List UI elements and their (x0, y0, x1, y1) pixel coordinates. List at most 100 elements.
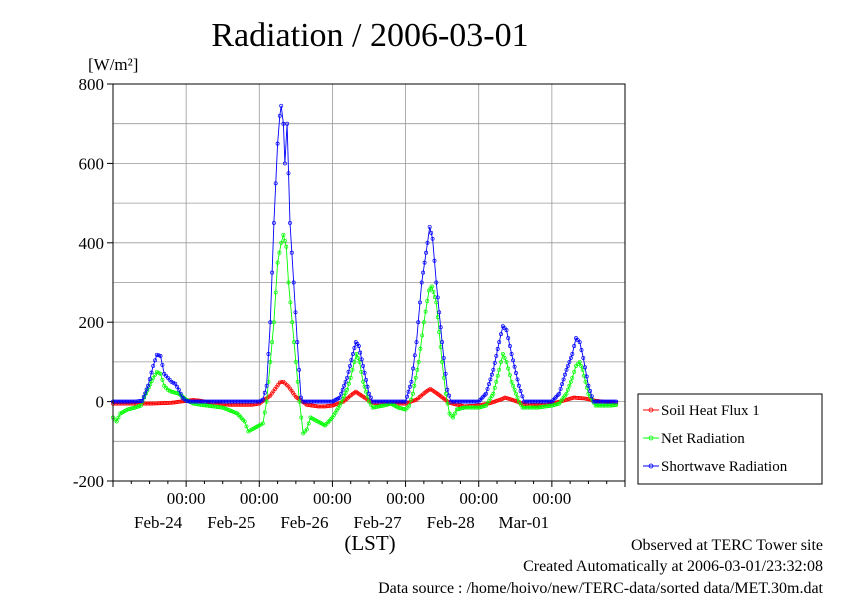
series-point (270, 340, 275, 345)
series-point (507, 373, 512, 378)
legend-label: Net Radiation (661, 431, 745, 447)
series-point (514, 371, 518, 375)
series-point (425, 240, 430, 245)
series-point (503, 395, 507, 400)
series-point (416, 359, 421, 364)
x-tick-time: 00:00 (313, 489, 352, 508)
series-point (492, 385, 497, 390)
series-point (147, 377, 152, 382)
series-point (494, 379, 499, 384)
x-tick-time: 00:00 (459, 489, 498, 508)
x-tick-date: Feb-26 (280, 513, 328, 532)
x-tick-date: Mar-01 (499, 513, 550, 532)
series-point (260, 397, 265, 402)
series-point (520, 394, 525, 399)
series-point (288, 300, 293, 305)
series-point (273, 290, 278, 295)
series-point (516, 399, 521, 404)
series-point (485, 386, 490, 391)
series-point (418, 300, 422, 305)
series-point (255, 399, 260, 404)
series-point (359, 369, 364, 374)
series-point (277, 250, 282, 255)
series-point (266, 352, 271, 356)
series-point (512, 387, 517, 392)
series-point (281, 232, 286, 237)
series-point (440, 359, 445, 364)
series-point (412, 383, 417, 388)
series-point (158, 353, 163, 358)
series-point (154, 352, 159, 357)
series-point (348, 363, 352, 368)
series-point (515, 377, 520, 382)
series-point (567, 359, 572, 364)
series-point (337, 395, 342, 400)
series-point (361, 363, 366, 368)
series-point (403, 399, 408, 404)
series-point (497, 340, 502, 345)
series-point (275, 141, 280, 146)
series-point (511, 383, 516, 388)
series-point (345, 375, 350, 380)
series-point (277, 113, 282, 118)
series-point (293, 359, 298, 364)
series-point (343, 379, 348, 384)
series-point (565, 387, 570, 392)
series-point (475, 399, 480, 404)
series-point (499, 359, 503, 364)
series-point (368, 402, 373, 407)
x-tick-time: 00:00 (167, 489, 206, 508)
series-point (361, 379, 366, 384)
y-tick-label: 200 (79, 313, 105, 332)
series-point (114, 419, 119, 424)
series-point (348, 375, 353, 380)
series-point (418, 346, 423, 351)
series-line (113, 105, 618, 403)
y-tick-label: 0 (96, 393, 105, 412)
series-point (271, 320, 276, 325)
series-point (339, 400, 344, 405)
series-point (435, 295, 440, 300)
series-point (492, 360, 497, 365)
series-point (577, 340, 582, 345)
series-point (422, 260, 427, 265)
y-tick-label: -200 (73, 472, 104, 491)
series-point (502, 355, 507, 360)
series-point (268, 320, 273, 325)
series-point (489, 372, 494, 377)
series-point (579, 363, 584, 368)
series-point (509, 352, 514, 356)
series-point (356, 355, 360, 360)
series-point (337, 403, 342, 408)
series-point (285, 121, 290, 126)
series-point (156, 353, 161, 358)
series-point (342, 383, 347, 388)
series-point (584, 374, 589, 379)
series-point (346, 381, 351, 386)
series-point (565, 363, 570, 368)
series-point (140, 398, 145, 403)
series-point (568, 355, 573, 360)
series-point (429, 230, 434, 235)
series-point (434, 280, 439, 285)
series-point (171, 380, 176, 385)
series-point (282, 238, 287, 243)
series-point (558, 386, 563, 391)
series-point (405, 394, 409, 399)
series-point (364, 389, 369, 394)
series-point (427, 224, 432, 229)
series-point (144, 387, 149, 392)
series-point (440, 340, 445, 345)
series-point (275, 260, 280, 265)
y-tick-label: 600 (79, 154, 105, 173)
series-point (563, 372, 567, 377)
series-point (342, 394, 347, 398)
y-tick-label: 400 (79, 234, 105, 253)
series-point (437, 310, 442, 315)
series-point (499, 332, 503, 337)
series-point (402, 399, 407, 404)
series-point (506, 366, 511, 371)
legend-swatch-marker (648, 463, 654, 469)
series-point (432, 258, 437, 263)
